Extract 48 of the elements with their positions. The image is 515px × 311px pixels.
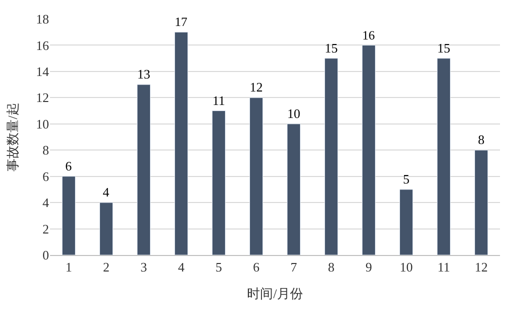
data-label: 6	[65, 158, 72, 174]
data-label: 15	[324, 40, 338, 56]
x-tick-label: 10	[400, 260, 413, 275]
x-tick-label: 3	[140, 260, 147, 275]
x-tick-label: 11	[437, 260, 450, 275]
bar	[399, 189, 414, 255]
x-tick-label: 7	[290, 260, 298, 275]
data-label: 4	[102, 184, 110, 200]
x-tick-label: 6	[253, 260, 260, 275]
data-label: 8	[478, 132, 484, 148]
bar	[249, 97, 264, 255]
y-tick-label: 2	[42, 221, 49, 236]
y-axis-title: 事故数量/起	[4, 102, 20, 172]
x-tick-label: 8	[328, 260, 334, 275]
data-label: 5	[403, 171, 410, 186]
data-label: 12	[250, 80, 263, 95]
data-label: 17	[174, 15, 188, 30]
x-tick-label: 4	[178, 260, 185, 275]
y-tick-label: 14	[36, 64, 50, 79]
y-tick-label: 12	[36, 90, 49, 106]
x-tick-label: 12	[474, 260, 488, 275]
data-label: 16	[362, 28, 375, 42]
bar	[136, 84, 151, 255]
y-tick-label: 6	[42, 168, 50, 184]
x-tick-label: 5	[216, 260, 222, 275]
x-tick-label: 1	[66, 260, 72, 275]
y-tick-label: 16	[36, 38, 50, 53]
y-tick-label: 8	[42, 142, 49, 158]
bar	[324, 58, 338, 255]
data-label: 13	[137, 66, 150, 82]
bar	[174, 32, 188, 255]
y-tick-label: 0	[42, 248, 49, 263]
bar	[362, 44, 376, 255]
y-tick-label: 18	[36, 12, 49, 27]
data-label: 11	[212, 92, 226, 108]
x-axis-title: 时间/月份	[247, 286, 303, 302]
y-tick-label: 4	[42, 195, 50, 210]
y-tick-label: 10	[36, 116, 49, 132]
bar	[62, 176, 76, 255]
data-label: 15	[437, 40, 450, 56]
bar	[436, 58, 451, 255]
data-label: 10	[287, 106, 300, 121]
bar	[474, 150, 488, 255]
bar	[212, 110, 226, 255]
x-tick-label: 9	[366, 260, 372, 275]
bar	[286, 124, 301, 255]
bar	[99, 202, 114, 255]
x-tick-label: 2	[103, 260, 110, 275]
